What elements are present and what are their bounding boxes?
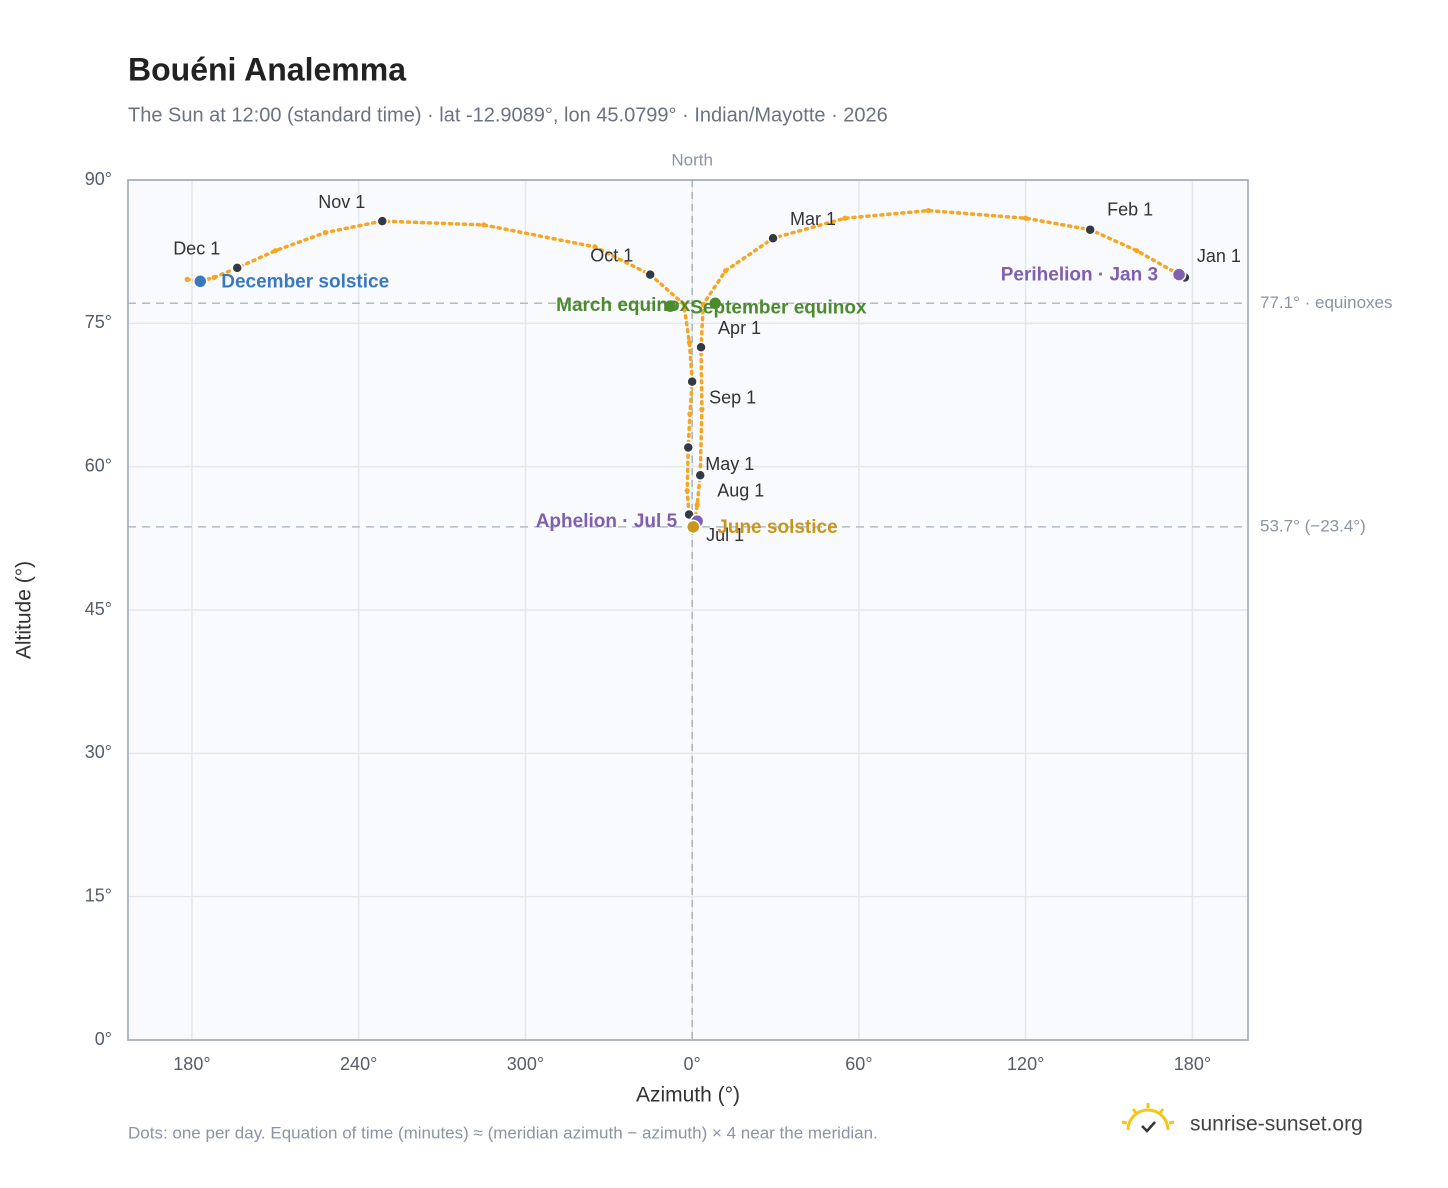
chart-subtitle: The Sun at 12:00 (standard time) · lat -… <box>128 104 888 126</box>
day-dot <box>1134 248 1140 254</box>
day-dot <box>322 229 328 236</box>
month-label: Nov 1 <box>318 192 365 212</box>
y-axis-title: Altitude (°) <box>13 561 36 659</box>
y-tick-label: 60° <box>85 455 112 475</box>
y-tick-label: 45° <box>85 599 112 619</box>
month-label: Jan 1 <box>1197 246 1241 266</box>
x-tick-label: 180° <box>173 1054 210 1074</box>
reference-label: 77.1° · equinoxes <box>1260 293 1393 312</box>
month-label: Feb 1 <box>1107 199 1153 219</box>
event-marker <box>707 296 723 311</box>
brand: sunrise-sunset.org <box>1190 1113 1363 1136</box>
day-dot <box>694 502 700 508</box>
month-label: Aug 1 <box>717 480 764 500</box>
y-tick-label: 15° <box>85 885 112 905</box>
event-marker <box>686 519 701 535</box>
month-label: Jul 1 <box>706 525 744 545</box>
brand-logo <box>1121 1103 1175 1133</box>
north-label: North <box>671 150 713 169</box>
reference-label: 53.7° (−23.4°) <box>1260 516 1366 535</box>
day-dot <box>687 411 693 417</box>
event-label: June solstice <box>717 517 837 538</box>
day-dot <box>481 222 487 228</box>
chart-title: Bouéni Analemma <box>128 51 406 87</box>
month-label: Apr 1 <box>718 318 761 338</box>
month-marker <box>231 262 243 274</box>
month-marker <box>682 441 695 454</box>
event-label: December solstice <box>221 271 389 292</box>
day-dot <box>184 276 190 282</box>
day-dot <box>681 301 687 307</box>
x-tick-label: 240° <box>340 1054 377 1074</box>
event-label: September equinox <box>690 297 867 318</box>
x-tick-label: 0° <box>684 1054 701 1074</box>
footnote: Dots: one per day. Equation of time (min… <box>128 1123 878 1142</box>
event-label: March equinox <box>556 295 691 316</box>
day-dot <box>722 268 729 274</box>
month-label: May 1 <box>705 454 754 474</box>
day-dot <box>592 244 598 250</box>
day-dot <box>272 248 278 254</box>
event-marker <box>1171 267 1187 282</box>
x-tick-label: 60° <box>845 1054 872 1074</box>
month-label: Oct 1 <box>590 245 633 265</box>
month-marker <box>686 375 698 388</box>
month-marker <box>1084 223 1096 236</box>
day-dot <box>686 339 692 346</box>
month-label: Sep 1 <box>709 387 756 407</box>
month-marker <box>644 268 656 281</box>
event-marker <box>193 274 208 289</box>
month-label: Mar 1 <box>790 209 836 229</box>
day-dot <box>211 274 217 281</box>
day-dot <box>842 215 848 221</box>
day-dot <box>699 406 705 412</box>
x-tick-label: 300° <box>507 1054 544 1074</box>
event-marker <box>662 298 678 314</box>
plot-layer: Jan 1 Feb 1 Mar 1 Apr 1 May 1 Jul 1 Aug 1 Sep 1… <box>128 179 1248 1041</box>
event-label: Aphelion · Jul 5 <box>536 511 678 532</box>
month-marker <box>767 232 779 245</box>
y-tick-label: 75° <box>85 312 112 332</box>
x-tick-label: 120° <box>1007 1054 1044 1074</box>
x-axis-title: Azimuth (°) <box>636 1084 740 1107</box>
day-dot <box>925 207 931 214</box>
y-tick-label: 30° <box>85 742 112 762</box>
month-marker <box>694 469 706 482</box>
day-dot <box>700 301 706 307</box>
day-dot <box>1023 215 1029 221</box>
day-dot <box>684 487 690 494</box>
plot-border <box>127 179 1249 1041</box>
x-tick-label: 180° <box>1174 1054 1211 1074</box>
month-label: Dec 1 <box>173 239 220 259</box>
y-tick-label: 90° <box>85 169 112 189</box>
month-marker <box>376 215 389 227</box>
event-label: Perihelion · Jan 3 <box>1001 265 1158 286</box>
month-marker <box>695 341 707 353</box>
y-tick-label: 0° <box>95 1029 112 1049</box>
